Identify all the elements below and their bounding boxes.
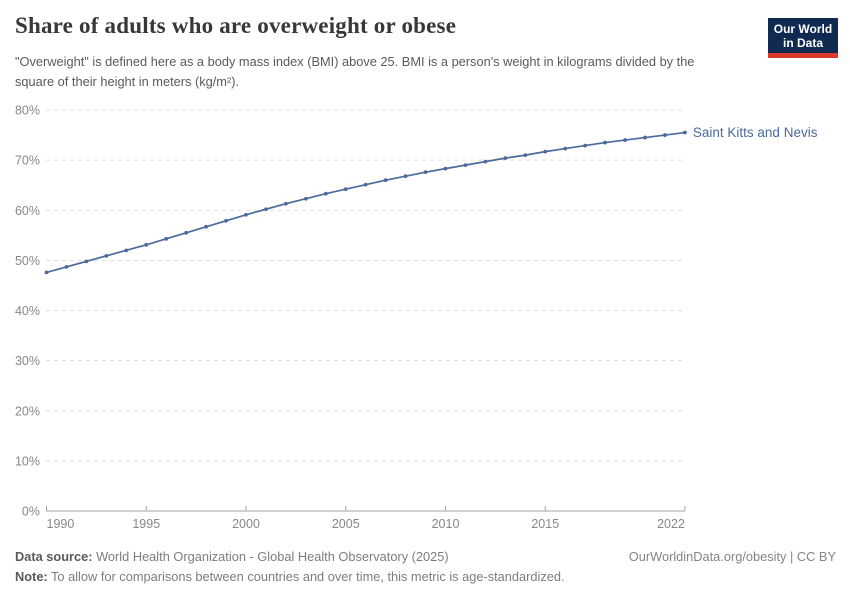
data-point[interactable] [543, 149, 548, 154]
owid-logo: Our World in Data [768, 18, 838, 58]
data-source-text: World Health Organization - Global Healt… [92, 549, 449, 564]
data-point[interactable] [643, 135, 647, 140]
x-tick-label: 2022 [657, 517, 685, 531]
data-point[interactable] [623, 138, 627, 142]
data-point[interactable] [323, 191, 328, 196]
x-tick-label: 2005 [332, 517, 360, 531]
data-point[interactable] [224, 218, 228, 223]
attribution-text: OurWorldinData.org/obesity | CC BY [628, 549, 836, 564]
data-point[interactable] [483, 159, 488, 164]
note-line: Note: To allow for comparisons between c… [15, 569, 565, 584]
data-point[interactable] [64, 264, 69, 269]
y-tick-label: 20% [15, 404, 40, 418]
y-tick-label: 80% [15, 104, 40, 118]
data-line[interactable] [45, 131, 686, 274]
data-point[interactable] [603, 140, 607, 145]
data-point[interactable] [44, 270, 49, 275]
data-point[interactable] [443, 166, 448, 171]
y-tick-label: 50% [15, 254, 40, 268]
data-point[interactable] [104, 253, 109, 258]
data-point[interactable] [84, 259, 89, 264]
note-label: Note: [15, 569, 48, 584]
chart-subtitle: "Overweight" is defined here as a body m… [15, 54, 695, 90]
y-tick-label: 0% [22, 505, 40, 519]
data-point[interactable] [583, 143, 588, 148]
data-point[interactable] [284, 201, 288, 206]
x-tick-label: 1990 [47, 517, 75, 531]
data-point[interactable] [423, 170, 428, 175]
data-point[interactable] [244, 212, 248, 217]
data-point[interactable] [383, 178, 388, 183]
x-tick-label: 1995 [132, 517, 160, 531]
y-tick-label: 10% [15, 454, 40, 468]
note-text: To allow for comparisons between countri… [47, 569, 565, 584]
data-point[interactable] [164, 236, 169, 241]
data-point[interactable] [663, 133, 667, 137]
data-point[interactable] [124, 248, 129, 253]
data-point[interactable] [264, 207, 268, 212]
data-point[interactable] [343, 187, 348, 192]
chart-title: Share of adults who are overweight or ob… [15, 13, 457, 38]
y-tick-label: 60% [15, 204, 40, 218]
y-tick-label: 40% [15, 304, 40, 318]
owid-logo-line2: in Data [782, 36, 823, 50]
data-point[interactable] [463, 163, 468, 168]
data-point[interactable] [563, 146, 568, 151]
data-point[interactable] [144, 242, 149, 247]
data-point[interactable] [503, 156, 508, 161]
data-point[interactable] [184, 230, 189, 235]
x-tick-label: 2015 [531, 517, 559, 531]
entity-label: Saint Kitts and Nevis [693, 125, 818, 140]
data-point[interactable] [363, 182, 368, 187]
data-point[interactable] [403, 174, 408, 179]
y-tick-label: 30% [15, 354, 40, 368]
data-point[interactable] [683, 130, 687, 135]
x-tick-label: 2010 [432, 517, 460, 531]
y-tick-label: 70% [15, 154, 40, 168]
data-point[interactable] [204, 224, 209, 229]
data-point[interactable] [303, 196, 308, 201]
data-source-line: Data source: World Health Organization -… [15, 549, 449, 564]
data-source-label: Data source: [15, 549, 93, 564]
owid-logo-line1: Our World [773, 22, 833, 36]
x-tick-label: 2000 [232, 517, 260, 531]
data-point[interactable] [523, 153, 528, 158]
